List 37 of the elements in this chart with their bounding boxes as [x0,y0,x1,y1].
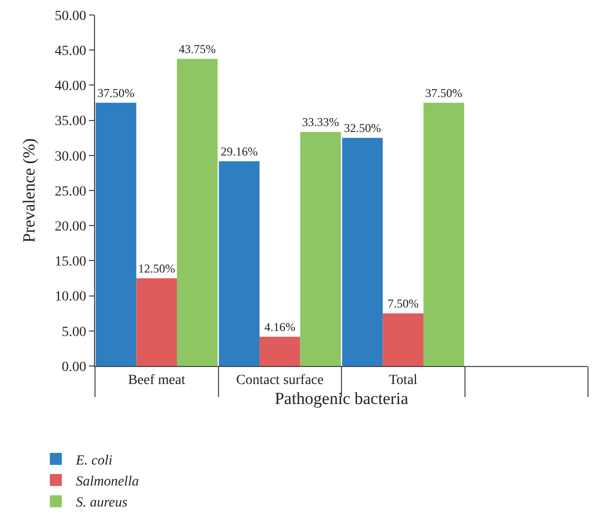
legend-label: E. coli [74,453,112,468]
bar [96,102,136,366]
x-axis-title: Pathogenic bacteria [274,389,409,408]
bar [218,161,260,366]
data-label: 33.33% [302,115,340,130]
legend-label: Salmonella [76,474,139,490]
data-label: 7.50% [388,296,419,310]
bar [300,132,341,366]
x-tick-label: Contact surface [236,372,324,388]
legend-label: S. aureus [76,496,128,511]
data-label: 12.50% [138,261,176,276]
bar [342,138,383,366]
bar [382,313,424,366]
bar [260,336,300,366]
y-axis-title: Prevalence (%) [19,138,38,243]
y-tick-label: 25.00 [54,184,86,200]
y-tick-label: 40.00 [54,79,86,94]
y-tick-label: 5.00 [62,324,86,340]
bar [136,278,177,366]
y-tick-label: 15.00 [54,254,86,270]
data-label: 43.75% [178,42,216,56]
bar [176,58,218,366]
y-tick-label: 45.00 [54,44,86,59]
y-tick-label: 0.00 [62,360,86,375]
y-tick-label: 50.00 [54,8,86,24]
data-label: 29.16% [220,144,258,158]
data-label: 37.50% [97,86,134,100]
x-tick-label: Total [388,372,418,388]
bar [423,102,464,366]
y-tick-label: 30.00 [54,149,86,164]
y-tick-label: 10.00 [54,290,86,305]
y-tick-label: 35.00 [54,114,86,130]
data-label: 32.50% [344,120,381,135]
data-label: 4.16% [264,320,296,334]
y-tick-label: 20.00 [54,220,86,234]
data-label: 37.50% [425,86,462,100]
x-tick-label: Beef meat [128,372,186,388]
